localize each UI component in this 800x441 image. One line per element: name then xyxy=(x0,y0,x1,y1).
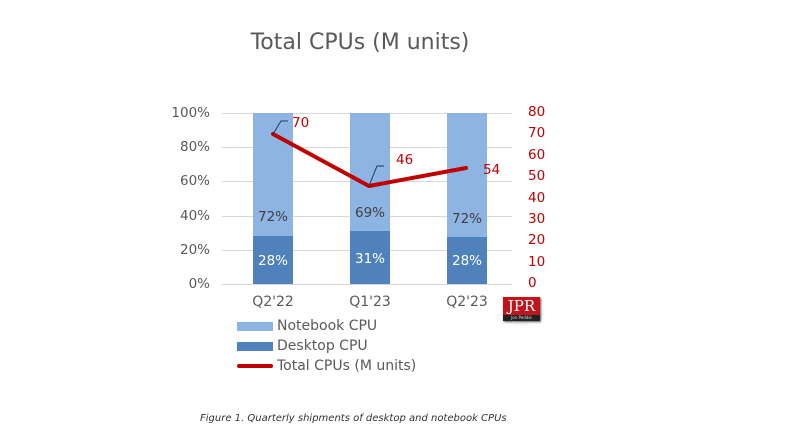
legend-item-total: Total CPUs (M units) xyxy=(237,358,416,374)
desktop-segment xyxy=(350,231,390,284)
gridline xyxy=(222,284,512,285)
bar-q2-22: 72% 28% xyxy=(253,113,293,284)
right-axis-tick: 80 xyxy=(528,104,546,120)
total-label: 70 xyxy=(292,115,310,131)
chart-title: Total CPUs (M units) xyxy=(250,30,470,55)
notebook-swatch xyxy=(237,321,273,331)
total-swatch xyxy=(237,364,273,368)
total-label: 46 xyxy=(396,152,414,168)
left-axis-tick: 60% xyxy=(179,173,210,189)
right-axis-tick: 50 xyxy=(528,168,546,184)
bar-q1-23: 69% 31% xyxy=(350,113,390,284)
left-axis-tick: 80% xyxy=(179,139,210,155)
legend-label: Total CPUs (M units) xyxy=(277,358,417,374)
desktop-swatch xyxy=(237,341,273,351)
left-axis-tick: 40% xyxy=(179,208,210,224)
legend-item-desktop: Desktop CPU xyxy=(237,338,368,354)
right-axis-tick: 10 xyxy=(528,254,546,270)
legend-label: Desktop CPU xyxy=(277,338,368,354)
logo-text: JPR xyxy=(507,297,536,315)
left-axis-tick: 100% xyxy=(171,105,210,121)
desktop-label: 28% xyxy=(451,253,482,269)
desktop-segment xyxy=(447,237,487,284)
x-axis-tick: Q1'23 xyxy=(349,294,391,310)
notebook-label: 72% xyxy=(451,211,482,227)
right-axis-tick: 70 xyxy=(528,125,546,141)
desktop-label: 31% xyxy=(354,251,385,267)
legend-item-notebook: Notebook CPU xyxy=(237,318,377,334)
legend-label: Notebook CPU xyxy=(277,318,378,334)
x-axis-tick: Q2'22 xyxy=(252,294,294,310)
right-axis-tick: 40 xyxy=(528,190,546,206)
total-label: 54 xyxy=(483,162,501,178)
desktop-segment xyxy=(253,236,293,284)
logo-subtext: Jon Peddie Research xyxy=(503,315,540,326)
figure-caption: Figure 1. Quarterly shipments of desktop… xyxy=(200,413,507,424)
left-axis-tick: 20% xyxy=(179,242,210,258)
x-axis-tick: Q2'23 xyxy=(446,294,488,310)
right-axis-tick: 20 xyxy=(528,232,546,248)
notebook-label: 69% xyxy=(354,205,385,221)
bar-q2-23: 72% 28% xyxy=(447,113,487,284)
right-axis-tick: 60 xyxy=(528,147,546,163)
right-axis-tick: 30 xyxy=(528,211,546,227)
jpr-logo: JPR Jon Peddie Research xyxy=(503,297,540,326)
desktop-label: 28% xyxy=(257,253,288,269)
notebook-segment xyxy=(447,113,487,237)
left-axis-tick: 0% xyxy=(188,276,210,292)
notebook-segment xyxy=(350,113,390,231)
notebook-label: 72% xyxy=(257,209,288,225)
right-axis-tick: 0 xyxy=(528,275,537,291)
